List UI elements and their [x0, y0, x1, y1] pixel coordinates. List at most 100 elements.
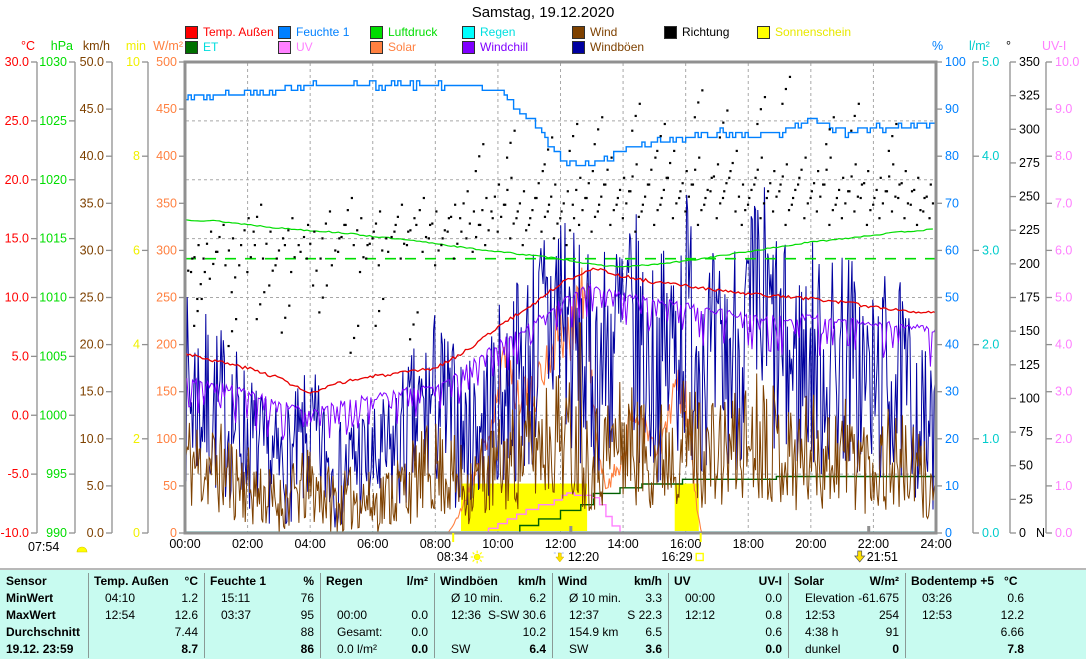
table-row: dunkel 0 — [805, 642, 899, 656]
table-row: Gesamt: 0.0 — [337, 625, 428, 639]
table-row: 03:26 0.6 — [922, 591, 1024, 605]
svg-text:1025: 1025 — [39, 114, 67, 128]
temp-au-en-swatch-icon — [185, 25, 198, 39]
table-row — [321, 590, 434, 607]
x-tick-label: 08:00 — [420, 537, 451, 551]
luftdruck-swatch-icon — [370, 25, 383, 39]
table-row: 7.44 — [174, 625, 198, 639]
svg-text:-10.0: -10.0 — [1, 526, 30, 540]
table-row: 12:54 12.6 — [105, 608, 198, 622]
page-title: Samstag, 19.12.2020 — [471, 4, 615, 21]
legend-item-feuchte-1: Feuchte 1 — [278, 25, 370, 39]
legend-item-richtung: Richtung — [664, 25, 757, 39]
column-header: UV UV-I — [674, 574, 782, 588]
svg-text:50: 50 — [945, 291, 959, 305]
svg-text:100: 100 — [945, 55, 966, 69]
sunset-icon — [695, 552, 704, 562]
svg-text:15.0: 15.0 — [80, 385, 104, 399]
column-header: Windböen km/h — [440, 574, 546, 588]
moonrise-icon — [76, 546, 88, 553]
svg-text:5.0: 5.0 — [87, 479, 104, 493]
x-tick-label: 22:00 — [858, 537, 889, 551]
regen-swatch-icon — [462, 25, 475, 39]
series-richtung — [187, 75, 935, 354]
x-tick-label: 10:00 — [482, 537, 513, 551]
svg-text:90: 90 — [945, 102, 959, 116]
row-label-durchschnitt: Durchschnitt — [6, 625, 81, 639]
et-swatch-icon — [185, 40, 198, 54]
svg-text:1.0: 1.0 — [1055, 479, 1072, 493]
legend-row1: Temp. Außen Feuchte 1 Luftdruck Regen Wind Ri… — [185, 25, 1065, 39]
table-row: 154.9 km 6.5 — [569, 625, 662, 639]
plot-series — [185, 75, 936, 533]
svg-text:21:51: 21:51 — [867, 550, 898, 564]
axis-unit-l-m: l/m² — [969, 39, 990, 53]
svg-text:4.0: 4.0 — [982, 149, 999, 163]
x-tick-label: 24:00 — [920, 537, 951, 551]
legend-label: Richtung — [682, 25, 730, 39]
svg-text:0: 0 — [170, 526, 177, 540]
table-row: 10.2 — [522, 625, 546, 639]
axis-unit-c: °C — [21, 39, 35, 53]
svg-text:0.0: 0.0 — [12, 408, 29, 422]
svg-text:16:29: 16:29 — [661, 550, 692, 564]
legend-label: Solar — [388, 40, 417, 54]
axis-unit-w-m: W/m² — [153, 39, 183, 53]
solar-swatch-icon — [370, 40, 383, 54]
svg-text:6: 6 — [133, 243, 140, 257]
table-row: 6.66 — [1000, 625, 1024, 639]
svg-text:15.0: 15.0 — [5, 232, 29, 246]
richtung-swatch-icon — [664, 25, 677, 39]
legend-label: Regen — [480, 25, 516, 39]
svg-text:25.0: 25.0 — [80, 291, 104, 305]
svg-text:10: 10 — [945, 479, 959, 493]
legend-label: Wind — [590, 25, 618, 39]
series-uv — [483, 492, 621, 533]
svg-text:990: 990 — [46, 526, 67, 540]
chart-legend: Temp. Außen Feuchte 1 Luftdruck Regen Wind Ri… — [185, 25, 1065, 55]
svg-text:2.0: 2.0 — [982, 338, 999, 352]
legend-label: Sonnenschein — [775, 25, 852, 39]
svg-text:4.0: 4.0 — [1055, 338, 1072, 352]
svg-text:20.0: 20.0 — [5, 173, 29, 187]
svg-text:50: 50 — [1019, 459, 1033, 473]
svg-text:350: 350 — [1019, 55, 1040, 69]
svg-text:1015: 1015 — [39, 232, 67, 246]
table-row: 04:10 1.2 — [105, 591, 198, 605]
table-row: 12:53 12.2 — [922, 608, 1024, 622]
sun-zenith-icon — [553, 552, 566, 563]
legend-row2: ET UV Solar Windchill Windböen — [185, 40, 1065, 54]
uv-swatch-icon — [278, 40, 291, 54]
x-tick-label: 16:00 — [670, 537, 701, 551]
row-label-maxwert: MaxWert — [6, 608, 56, 622]
axis-unit-km-h: km/h — [83, 39, 110, 53]
svg-text:325: 325 — [1019, 89, 1040, 103]
stats-table: Sensor MinWert MaxWert Durchschnitt 19.12. 2… — [0, 568, 1086, 659]
svg-text:07:54: 07:54 — [28, 540, 59, 554]
axis-unit-hpa: hPa — [51, 39, 73, 53]
svg-text:200: 200 — [156, 338, 177, 352]
legend-item-sonnenschein: Sonnenschein — [757, 25, 857, 39]
svg-text:-5.0: -5.0 — [7, 467, 29, 481]
svg-text:350: 350 — [156, 196, 177, 210]
series-luftdruck — [185, 219, 936, 268]
left-axis-min: 0 2 4 6 8 10 min — [126, 39, 149, 540]
svg-text:0.0: 0.0 — [982, 526, 999, 540]
column-header: Solar W/m² — [794, 574, 899, 588]
svg-text:1000: 1000 — [39, 408, 67, 422]
svg-text:175: 175 — [1019, 291, 1040, 305]
legend-label: ET — [203, 40, 219, 54]
table-row: 88 — [300, 625, 314, 639]
column-header: Regen l/m² — [326, 574, 428, 588]
table-row: 0.0 l/m² 0.0 — [337, 642, 428, 656]
svg-text:70: 70 — [945, 196, 959, 210]
svg-text:4: 4 — [133, 338, 140, 352]
table-row: 00:00 0.0 — [337, 608, 428, 622]
axis-unit-min: min — [126, 39, 146, 53]
table-row: 86 — [300, 642, 314, 656]
table-column-bodentemp-5: Bodentemp +5 °C 03:26 0.6 12:53 12.2 6.66 7.8 — [905, 573, 1086, 658]
svg-text:30.0: 30.0 — [80, 243, 104, 257]
legend-label: UV — [296, 40, 313, 54]
legend-item-luftdruck: Luftdruck — [370, 25, 462, 39]
